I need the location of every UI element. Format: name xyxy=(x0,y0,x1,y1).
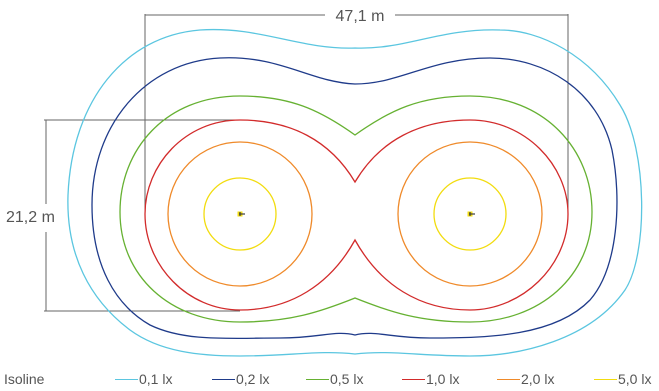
legend-label: 1,0 lx xyxy=(426,371,460,387)
legend-item-0-2-lx: 0,2 lx xyxy=(212,371,269,387)
luminaire-icon xyxy=(467,211,475,217)
width-dimension-label: 47,1 m xyxy=(336,8,385,25)
legend-swatch xyxy=(115,378,138,380)
legend-label: 2,0 lx xyxy=(521,371,555,387)
isoline-0-5-lx xyxy=(119,95,593,323)
isoline-2-0-lx-left xyxy=(167,141,313,287)
legend-label: 0,5 lx xyxy=(330,371,364,387)
height-dimension-label: 21,2 m xyxy=(6,209,55,226)
legend: Isoline 0,1 lx 0,2 lx 0,5 lx 1,0 lx 2,0 … xyxy=(0,369,659,391)
legend-swatch xyxy=(594,378,617,380)
isoline-0-2-lx xyxy=(91,57,618,340)
legend-item-0-1-lx: 0,1 lx xyxy=(115,371,172,387)
legend-item-2-0-lx: 2,0 lx xyxy=(497,371,554,387)
isoline-2-0-lx-right xyxy=(397,141,543,287)
legend-item-1-0-lx: 1,0 lx xyxy=(402,371,459,387)
luminaire-icon xyxy=(237,211,245,217)
isoline-diagram: 47,1 m 21,2 m xyxy=(6,8,643,357)
isoline-1-0-lx xyxy=(144,119,569,311)
legend-label: 0,1 lx xyxy=(139,371,173,387)
isoline-5-0-lx-left xyxy=(203,177,277,251)
height-dimension xyxy=(44,119,240,312)
isoline-0-1-lx xyxy=(67,28,643,357)
legend-title: Isoline xyxy=(4,371,45,387)
legend-swatch xyxy=(402,378,425,380)
legend-item-0-5-lx: 0,5 lx xyxy=(306,371,363,387)
legend-label: 0,2 lx xyxy=(236,371,270,387)
legend-swatch xyxy=(306,378,329,380)
width-dimension xyxy=(144,14,569,214)
isoline-5-0-lx-right xyxy=(433,177,507,251)
legend-swatch xyxy=(497,378,520,380)
legend-item-5-0-lx: 5,0 lx xyxy=(594,371,651,387)
legend-label: 5,0 lx xyxy=(618,371,652,387)
luminaire-markers xyxy=(237,211,475,217)
legend-swatch xyxy=(212,378,235,380)
isolines xyxy=(67,28,643,357)
